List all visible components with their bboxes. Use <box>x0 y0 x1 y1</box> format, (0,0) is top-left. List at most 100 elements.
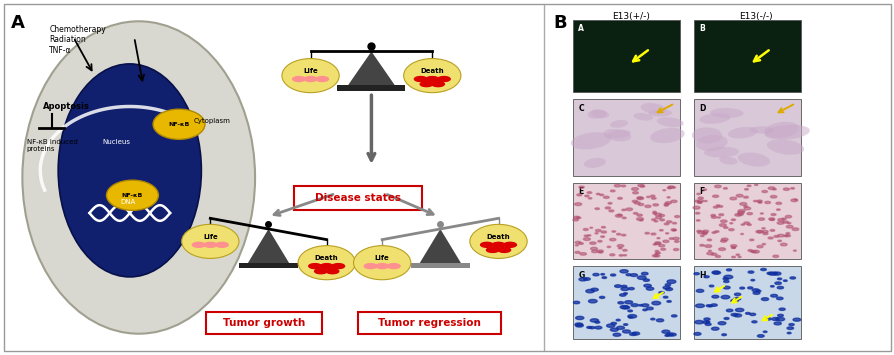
Circle shape <box>623 293 627 294</box>
Circle shape <box>623 255 626 256</box>
Circle shape <box>215 242 228 247</box>
Circle shape <box>588 327 595 329</box>
Circle shape <box>746 287 752 289</box>
Circle shape <box>769 219 773 220</box>
Circle shape <box>752 250 758 253</box>
Ellipse shape <box>695 135 727 151</box>
Circle shape <box>783 235 787 237</box>
Circle shape <box>787 222 790 224</box>
Circle shape <box>642 309 646 311</box>
Text: Death: Death <box>420 69 443 74</box>
Circle shape <box>503 242 516 247</box>
Circle shape <box>315 269 327 274</box>
Circle shape <box>595 233 597 234</box>
Circle shape <box>654 253 658 254</box>
Circle shape <box>743 222 748 224</box>
Circle shape <box>630 304 637 307</box>
Circle shape <box>320 264 333 269</box>
Ellipse shape <box>737 153 770 166</box>
Circle shape <box>779 308 784 310</box>
Circle shape <box>746 224 751 225</box>
Circle shape <box>673 248 678 251</box>
Circle shape <box>577 194 581 196</box>
Circle shape <box>588 300 596 303</box>
Circle shape <box>757 201 760 202</box>
Circle shape <box>664 202 670 204</box>
Circle shape <box>696 202 701 203</box>
Ellipse shape <box>106 180 158 210</box>
Text: F: F <box>698 187 704 196</box>
Circle shape <box>596 250 603 252</box>
Circle shape <box>364 264 376 269</box>
Ellipse shape <box>58 64 201 277</box>
Circle shape <box>637 197 642 199</box>
Circle shape <box>747 250 752 251</box>
Circle shape <box>762 233 767 235</box>
Text: Tumor growth: Tumor growth <box>223 318 305 328</box>
Circle shape <box>749 251 753 252</box>
Circle shape <box>584 195 588 197</box>
Circle shape <box>637 184 644 187</box>
Circle shape <box>752 292 759 294</box>
Circle shape <box>708 250 711 251</box>
Circle shape <box>773 235 778 237</box>
Circle shape <box>654 220 657 222</box>
Circle shape <box>572 219 578 221</box>
Text: Nucleus: Nucleus <box>102 139 131 145</box>
Circle shape <box>735 254 738 256</box>
Ellipse shape <box>727 127 757 138</box>
Circle shape <box>308 264 321 269</box>
Circle shape <box>751 289 758 291</box>
Circle shape <box>576 217 580 219</box>
Circle shape <box>432 82 443 87</box>
Circle shape <box>665 233 668 234</box>
Circle shape <box>622 330 629 333</box>
Circle shape <box>662 190 665 191</box>
Circle shape <box>666 221 671 223</box>
Circle shape <box>611 231 615 232</box>
Circle shape <box>731 247 735 248</box>
Circle shape <box>674 241 679 242</box>
Bar <box>693 183 800 259</box>
Circle shape <box>628 316 632 318</box>
Circle shape <box>770 285 773 287</box>
Circle shape <box>706 252 713 255</box>
Circle shape <box>711 295 718 298</box>
Circle shape <box>751 251 755 253</box>
Text: E13(-/-): E13(-/-) <box>738 12 772 21</box>
Circle shape <box>786 327 793 329</box>
Circle shape <box>775 317 784 321</box>
Circle shape <box>619 255 622 256</box>
Circle shape <box>590 319 598 322</box>
FancyBboxPatch shape <box>206 312 322 334</box>
Circle shape <box>608 210 613 212</box>
Circle shape <box>734 293 740 296</box>
Circle shape <box>609 238 615 241</box>
Circle shape <box>694 321 703 324</box>
Bar <box>410 263 469 268</box>
Circle shape <box>604 207 610 209</box>
Text: Death: Death <box>315 256 338 261</box>
Circle shape <box>671 223 676 224</box>
Ellipse shape <box>650 128 684 143</box>
Circle shape <box>631 188 637 190</box>
Circle shape <box>697 231 704 234</box>
Circle shape <box>760 213 763 214</box>
Circle shape <box>587 198 591 199</box>
Circle shape <box>658 245 664 247</box>
Circle shape <box>659 219 664 221</box>
Circle shape <box>722 187 727 189</box>
Circle shape <box>764 201 770 204</box>
Circle shape <box>656 237 659 239</box>
Circle shape <box>728 229 733 231</box>
Circle shape <box>740 224 744 225</box>
Ellipse shape <box>353 246 410 280</box>
Circle shape <box>653 244 655 245</box>
Text: Tumor regression: Tumor regression <box>378 318 480 328</box>
Circle shape <box>697 200 703 202</box>
Circle shape <box>623 324 627 326</box>
Circle shape <box>607 202 611 204</box>
Ellipse shape <box>153 109 205 139</box>
Circle shape <box>695 212 699 214</box>
Circle shape <box>615 319 620 321</box>
